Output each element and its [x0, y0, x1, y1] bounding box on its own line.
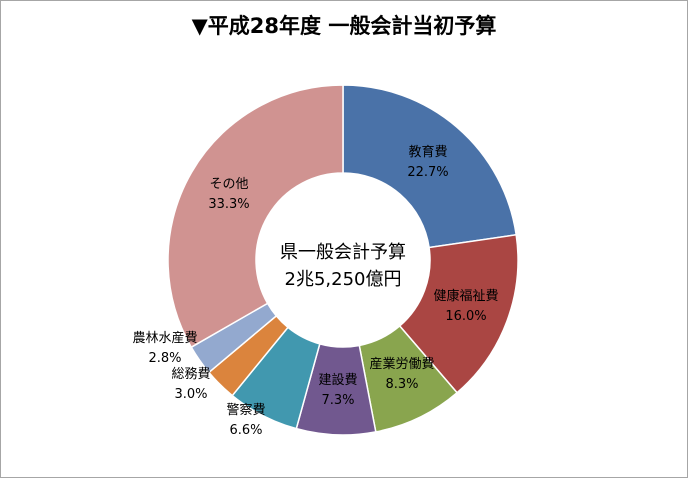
slice-7 — [167, 84, 344, 349]
slice-label-1: 健康福祉費 — [433, 288, 498, 304]
center-label-title: 県一般会計予算 — [280, 242, 406, 263]
center-label-amount: 2兆5,250億円 — [285, 269, 402, 290]
slice-value-6: 2.8% — [148, 351, 181, 366]
slice-label-4: 警察費 — [226, 402, 265, 418]
slice-value-2: 8.3% — [385, 377, 418, 392]
slice-label-0: 教育費 — [408, 144, 447, 160]
slice-value-0: 22.7% — [407, 165, 448, 180]
slice-value-5: 3.0% — [174, 387, 207, 402]
slice-label-3: 建設費 — [318, 372, 357, 388]
slice-label-5: 総務費 — [171, 367, 210, 382]
slice-label-6: 農林水産費 — [132, 330, 197, 346]
chart-title: ▼平成28年度 一般会計当初予算 — [191, 14, 497, 38]
slice-value-4: 6.6% — [229, 423, 262, 438]
slice-0 — [342, 84, 518, 249]
slices-group — [167, 84, 519, 436]
slice-label-7: その他 — [209, 177, 248, 192]
slice-value-7: 33.3% — [208, 197, 249, 212]
slice-value-3: 7.3% — [321, 393, 354, 408]
slice-value-1: 16.0% — [445, 309, 486, 324]
slice-label-2: 産業労働費 — [369, 356, 434, 372]
labels-group: 教育費 22.7% 健康福祉費 16.0% 産業労働費 8.3% 建設費 7.3% 警察費 6.6… — [132, 144, 498, 438]
